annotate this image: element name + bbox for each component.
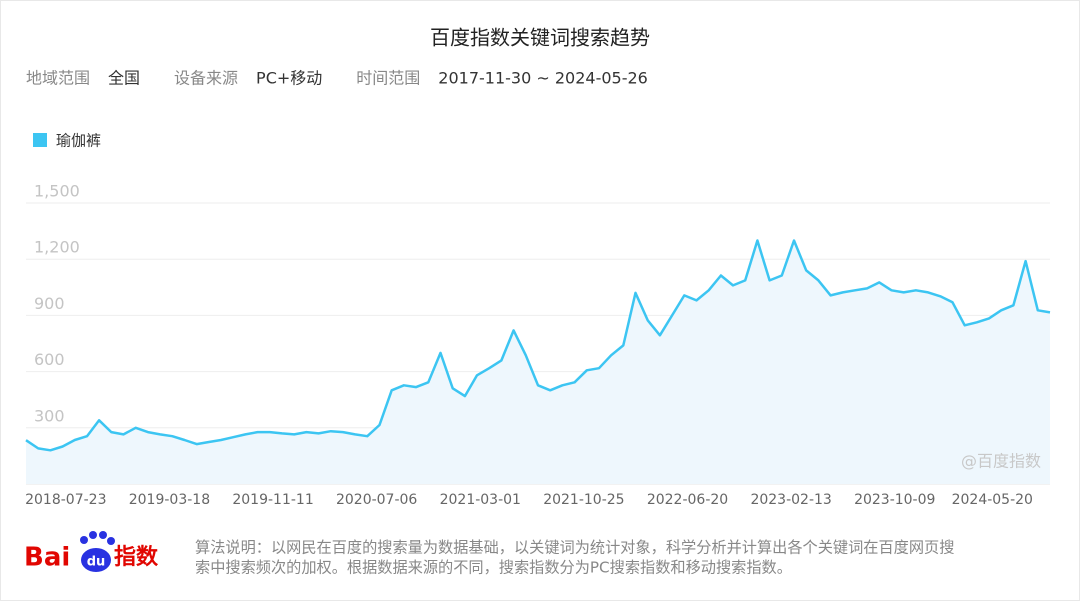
y-tick-label: 900 [34, 294, 65, 313]
logo: Bai du 指数 [24, 531, 159, 573]
x-tick-label: 2024-05-20 [952, 492, 1033, 508]
filter-label: 设备来源 [174, 69, 238, 88]
x-tick-label: 2022-06-20 [647, 492, 728, 508]
logo-toe [89, 531, 97, 539]
line [25, 239, 1051, 452]
logo-toe [80, 536, 88, 544]
logo-paw [81, 548, 111, 572]
title: 百度指数关键词搜索趋势 [430, 26, 650, 50]
x-tick-label: 2019-03-18 [129, 492, 210, 508]
logo-toe [99, 531, 107, 539]
y-tick-label: 600 [34, 350, 65, 369]
filter-label: 时间范围 [356, 69, 420, 88]
filter-label: 地域范围 [26, 69, 90, 88]
logo-toe [107, 537, 115, 545]
x-tick-label: 2018-07-23 [25, 492, 106, 508]
area [26, 240, 1050, 484]
y-tick-label: 300 [34, 406, 65, 425]
watermark: @百度指数 [961, 452, 1041, 471]
x-tick-label: 2023-10-09 [854, 492, 935, 508]
x-tick-label: 2019-11-11 [232, 492, 313, 508]
x-tick-label: 2021-03-01 [440, 492, 521, 508]
y-tick-label: 1,200 [34, 238, 80, 257]
x-tick-label: 2023-02-13 [750, 492, 831, 508]
legend-label: 瑜伽裤 [56, 132, 101, 150]
y-tick-label: 1,500 [34, 182, 80, 201]
logo-index: 指数 [114, 544, 159, 570]
logo-bai: Bai [24, 543, 70, 573]
x-tick-label: 2020-07-06 [336, 492, 417, 508]
logo-du: du [87, 555, 106, 570]
legend-swatch [33, 133, 47, 147]
note-line: 索中搜索频次的加权。根据数据来源的不同，搜索指数分为PC搜索指数和移动搜索指数。 [195, 559, 792, 577]
note-line: 算法说明：以网民在百度的搜索量为数据基础，以关键词为统计对象，科学分析并计算出各… [195, 539, 954, 557]
filter-value: 全国 [108, 69, 140, 88]
filter-value: PC+移动 [256, 69, 322, 88]
x-tick-label: 2021-10-25 [543, 492, 624, 508]
filter-value: 2017-11-30 ~ 2024-05-26 [438, 69, 648, 88]
